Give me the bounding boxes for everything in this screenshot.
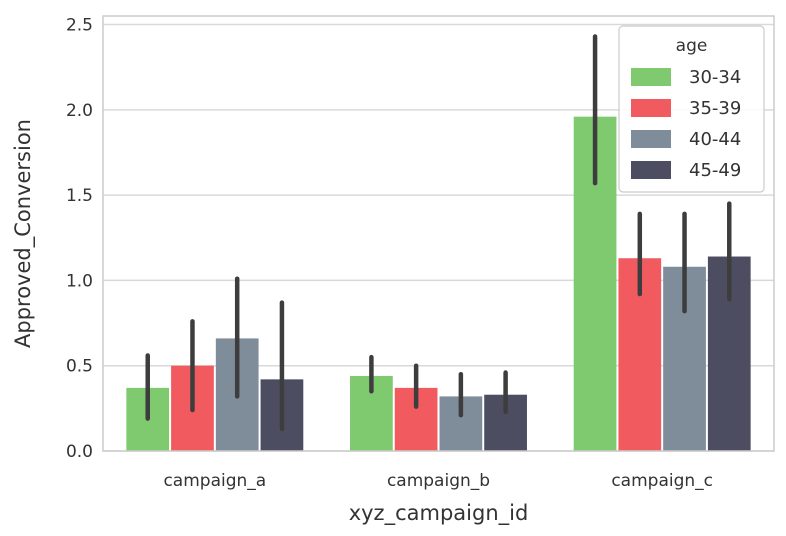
legend-swatch-30-34 [631,68,671,86]
legend-label: 30-34 [689,67,741,88]
x-tick-label: campaign_c [611,471,713,491]
legend-box [618,25,765,193]
bars [126,116,751,451]
legend-swatch-45-49 [631,161,671,179]
y-tick-label: 1.5 [66,186,93,206]
legend-label: 45-49 [689,160,741,181]
legend-swatch-40-44 [631,130,671,148]
legend-swatch-35-39 [631,99,671,117]
y-axis-ticks: 0.0 0.5 1.0 1.5 2.0 2.5 [66,16,93,462]
y-axis-label: Approved_Conversion [11,119,36,348]
plot-frame [102,15,775,452]
legend: age 30-34 35-39 40-44 45-49 [618,25,765,193]
legend-title: age [676,36,708,56]
x-axis-label: xyz_campaign_id [349,501,529,526]
y-tick-label: 1.0 [66,271,93,291]
error-bars [145,34,732,432]
x-axis-ticks: campaign_a campaign_b campaign_c [163,471,713,491]
y-tick-label: 0.0 [66,442,93,462]
y-tick-label: 2.0 [66,101,93,121]
x-tick-label: campaign_a [163,471,266,491]
legend-label: 35-39 [689,98,741,119]
x-tick-label: campaign_b [387,471,490,491]
legend-label: 40-44 [689,129,741,150]
y-tick-label: 2.5 [66,16,93,36]
y-tick-label: 0.5 [66,357,93,377]
